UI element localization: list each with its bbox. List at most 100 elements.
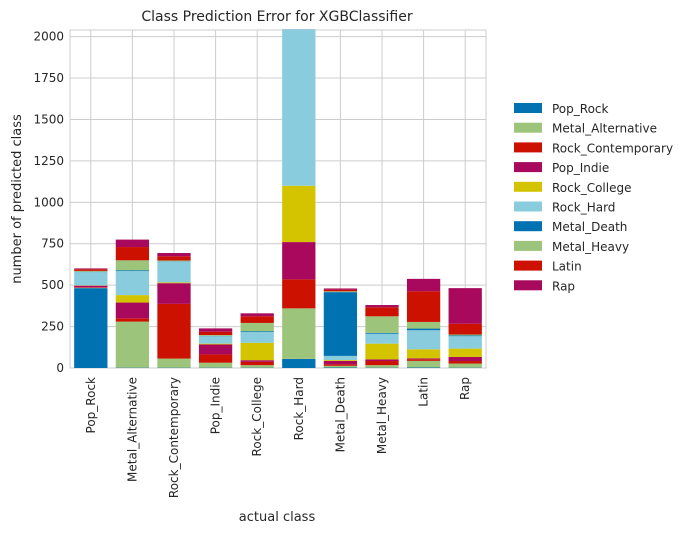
x-tick-label: Pop_Indie (209, 377, 223, 434)
legend-label: Metal_Heavy (552, 240, 629, 254)
x-tick-label: Latin (417, 377, 431, 407)
bar-segment (240, 316, 274, 323)
bar-segment (240, 361, 274, 366)
bar-segment (115, 318, 150, 322)
bar-segment (406, 328, 441, 331)
legend-swatch (514, 122, 542, 133)
bar-segment (157, 253, 191, 257)
bar-segment (115, 270, 150, 272)
legend-swatch (514, 240, 542, 251)
bar-segment (365, 343, 399, 360)
bar-segment (157, 282, 191, 284)
bar-segment (157, 261, 191, 283)
x-tick-label: Rap (458, 377, 472, 400)
x-tick-label: Rock_Hard (292, 377, 306, 440)
bar-segment (365, 333, 399, 344)
bar-segment (282, 279, 316, 309)
x-ticks: Pop_Rock Metal_Alternative Rock_Contempora… (84, 377, 472, 498)
bar-segment (198, 343, 233, 345)
legend-label: Rock_College (552, 181, 631, 195)
bar-segment (240, 313, 274, 317)
bar-segment (365, 365, 399, 368)
bar-segment (74, 270, 108, 272)
bar-segment (115, 239, 150, 248)
y-tick-label: 250 (41, 320, 64, 334)
y-tick-label: 1500 (33, 112, 64, 126)
bar-segment (115, 295, 150, 303)
bar-segment (406, 278, 441, 292)
bar-segment (198, 331, 233, 336)
legend-swatch (514, 162, 542, 173)
y-ticks: 0 250 500 750 1000 1250 1500 1750 2000 (33, 30, 64, 375)
bar-segment (365, 307, 399, 317)
bar-segment (365, 359, 399, 362)
bar-segment (448, 336, 482, 349)
legend-label: Rock_Hard (552, 201, 615, 215)
bar-segment (240, 331, 274, 333)
y-axis-label: number of predicted class (10, 114, 25, 284)
bar-segment (448, 361, 482, 364)
bar-segment (365, 316, 399, 333)
bar-segment (406, 360, 441, 368)
bar-segment (115, 271, 150, 296)
bar-segment (406, 359, 441, 361)
bar-segment (448, 348, 482, 357)
y-tick-label: 0 (56, 361, 64, 375)
bar-segment (157, 303, 191, 359)
bar-segment (157, 256, 191, 261)
legend-swatch (514, 142, 542, 153)
bar-segment (406, 349, 441, 359)
bar-segment (74, 268, 108, 270)
y-tick-label: 2000 (33, 30, 64, 44)
bar-segment (115, 260, 150, 271)
bar-segment (323, 292, 358, 356)
bar-segment (198, 336, 233, 344)
legend-swatch (514, 201, 542, 212)
y-tick-label: 750 (41, 237, 64, 251)
y-tick-label: 500 (41, 278, 64, 292)
bar-segment (323, 288, 358, 290)
legend-label: Metal_Alternative (552, 122, 657, 136)
bar-segment (198, 362, 233, 368)
x-tick-label: Metal_Death (333, 377, 347, 452)
bar-segment (240, 360, 274, 362)
bar-segment (365, 305, 399, 308)
bar-segment (282, 358, 316, 368)
bar-segment (282, 242, 316, 280)
bar-segment (74, 288, 108, 368)
bar-segment (323, 364, 358, 366)
bar-segment (240, 332, 274, 343)
bar-segment (198, 354, 233, 363)
bar-segment (115, 302, 150, 319)
bar-segment (74, 269, 108, 271)
legend-swatch (514, 221, 542, 232)
y-tick-label: 1250 (33, 154, 64, 168)
legend-swatch (514, 280, 542, 291)
bar-segment (323, 360, 358, 361)
legend-label: Metal_Death (552, 220, 627, 234)
bar-segment (323, 365, 358, 368)
y-tick-label: 1750 (33, 71, 64, 85)
legend-swatch (514, 181, 542, 192)
bar-segment (323, 291, 358, 293)
bar-segment (115, 321, 150, 368)
bar-segment (365, 361, 399, 366)
bar-segment (157, 358, 191, 368)
bar-segment (157, 260, 191, 262)
bar-segment (448, 288, 482, 324)
bar-segment (406, 358, 441, 360)
bar-segment (323, 355, 358, 361)
chart-title: Class Prediction Error for XGBClassifier (141, 9, 413, 25)
bar-segment (240, 365, 274, 368)
bar-segment (240, 342, 274, 361)
bar-segment (198, 344, 233, 355)
x-tick-label: Pop_Rock (84, 377, 98, 434)
bar-segment (157, 283, 191, 304)
bar-segment (282, 185, 316, 243)
legend-label: Latin (552, 260, 582, 274)
legend-label: Rap (552, 279, 575, 293)
x-tick-label: Rock_College (250, 377, 264, 456)
bar-segment (323, 360, 358, 365)
bar-segment (74, 272, 108, 286)
